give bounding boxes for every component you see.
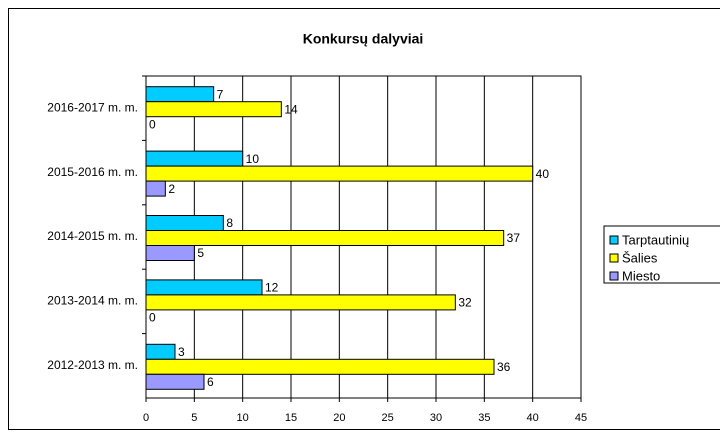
x-tick-label: 35 <box>478 412 490 424</box>
y-tick-label: 2016-2017 m. m. <box>47 100 138 114</box>
data-label: 6 <box>207 375 214 389</box>
bar <box>145 279 263 296</box>
bar <box>145 294 456 311</box>
data-label: 12 <box>265 281 279 295</box>
chart-title: Konkursų dalyviai <box>303 31 424 47</box>
data-label: 14 <box>284 102 298 116</box>
data-label: 8 <box>226 216 233 230</box>
legend-swatch <box>609 253 619 263</box>
x-tick-label: 25 <box>382 412 394 424</box>
bar <box>145 86 215 103</box>
bar <box>145 165 534 182</box>
data-label: 37 <box>507 231 521 245</box>
data-label: 40 <box>536 167 550 181</box>
legend-swatch <box>609 235 619 245</box>
bar <box>145 245 195 261</box>
bar <box>145 343 176 360</box>
y-tick-label: 2012-2013 m. m. <box>47 358 138 372</box>
data-label: 0 <box>149 117 156 131</box>
x-tick-label: 15 <box>285 412 297 424</box>
data-label: 32 <box>458 296 472 310</box>
data-label: 36 <box>497 360 511 374</box>
data-label: 5 <box>197 246 204 260</box>
bar <box>145 180 166 197</box>
legend-label: Tarptautinių <box>622 232 689 247</box>
legend-swatch <box>609 271 619 281</box>
x-tick-label: 5 <box>191 412 197 424</box>
x-tick-label: 20 <box>333 412 345 424</box>
x-tick-label: 0 <box>143 412 149 424</box>
x-tick-label: 10 <box>237 412 249 424</box>
bar <box>145 358 495 375</box>
bar <box>145 101 282 118</box>
data-label: 0 <box>149 311 156 325</box>
data-label: 10 <box>246 152 260 166</box>
x-tick-label: 45 <box>575 412 587 424</box>
bar <box>145 230 505 246</box>
data-label: 2 <box>168 182 175 196</box>
legend-label: Šalies <box>622 250 658 265</box>
data-label: 3 <box>178 345 185 359</box>
bar <box>145 373 205 390</box>
x-tick-label: 40 <box>527 412 539 424</box>
y-tick-label: 2013-2014 m. m. <box>47 294 138 308</box>
y-tick-label: 2015-2016 m. m. <box>47 165 138 179</box>
data-label: 7 <box>217 87 224 101</box>
bar <box>145 150 244 167</box>
legend-label: Miesto <box>622 268 660 283</box>
x-tick-label: 30 <box>430 412 442 424</box>
y-tick-label: 2014-2015 m. m. <box>47 229 138 243</box>
legend-box <box>603 225 720 284</box>
bar <box>145 215 224 231</box>
